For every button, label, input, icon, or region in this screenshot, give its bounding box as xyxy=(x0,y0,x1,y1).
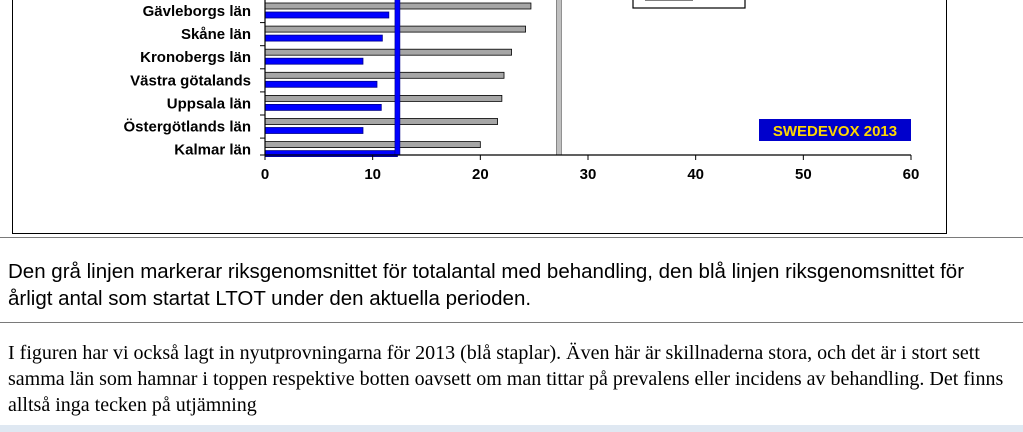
bar-grey-4 xyxy=(264,95,503,102)
category-label-5: Östergötlands län xyxy=(123,119,251,136)
bar-grey-6 xyxy=(264,141,481,149)
x-tick-label-3: 30 xyxy=(580,166,597,183)
x-tick-label-1: 10 xyxy=(364,166,381,183)
category-label-4: Uppsala län xyxy=(167,95,251,112)
bar-blue-4 xyxy=(264,104,382,111)
category-label-2: Kronobergs län xyxy=(140,49,251,66)
bar-grey-2 xyxy=(264,48,512,56)
bottom-band xyxy=(0,425,1023,432)
bar-blue-1 xyxy=(264,34,383,42)
x-tick-label-2: 20 xyxy=(472,166,489,183)
watermark-text: SWEDEVOX 2013 xyxy=(773,123,897,140)
reference-line-blue xyxy=(394,0,401,156)
category-label-6: Kalmar län xyxy=(174,142,251,159)
category-label-1: Skåne län xyxy=(181,26,251,43)
x-tick-label-0: 0 xyxy=(261,166,269,183)
category-label-3: Västra götalands xyxy=(130,72,251,89)
bar-blue-3 xyxy=(264,80,378,88)
divider-top xyxy=(0,237,1023,238)
reference-line-grey xyxy=(556,0,562,156)
chart-caption: Den grå linjen markerar riksgenomsnittet… xyxy=(8,260,965,310)
bar-blue-0 xyxy=(264,11,390,19)
bar-grey-5 xyxy=(264,118,498,125)
bar-blue-6 xyxy=(264,150,398,158)
bar-blue-5 xyxy=(264,127,364,134)
x-tick-label-6: 60 xyxy=(903,166,920,183)
x-tick-label-4: 40 xyxy=(687,166,704,183)
body-paragraph: I figuren har vi också lagt in nyutprovn… xyxy=(8,342,1004,416)
bar-grey-3 xyxy=(264,71,505,79)
category-label-0: Gävleborgs län xyxy=(143,3,251,20)
watermark-badge xyxy=(759,119,911,141)
bar-blue-2 xyxy=(264,57,364,65)
bar-chart: Gävleborgs län Skåne län Kronobergs län Väs… xyxy=(123,0,920,183)
chart-frame: Gävleborgs län Skåne län Kronobergs län Väs… xyxy=(12,0,947,234)
legend-box xyxy=(632,0,746,9)
divider-bottom xyxy=(0,322,1023,323)
x-tick-label-5: 50 xyxy=(795,166,812,183)
